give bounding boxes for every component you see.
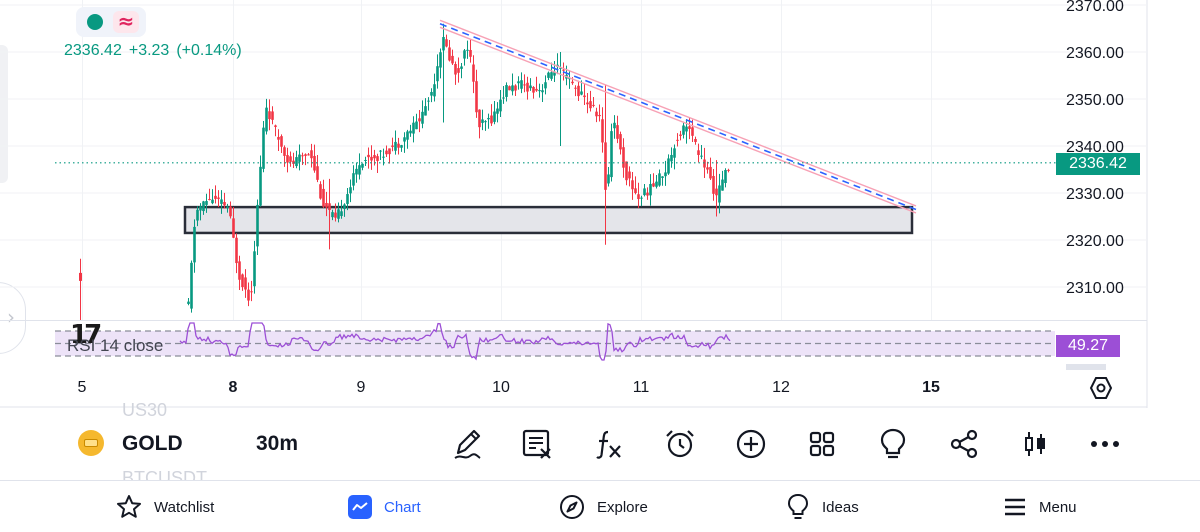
indicator-template-icon [522,429,551,459]
price-change-text: +3.23 [128,42,170,59]
layouts-button[interactable] [802,424,842,464]
nav-ideas[interactable]: Ideas [786,493,859,521]
chevron-right-icon: › [7,305,15,329]
market-open-dot-icon [87,14,103,30]
data-delay-wave-icon: ≈ [113,11,139,33]
market-status-pill[interactable]: ≈ [76,7,146,37]
rsi-value-badge: 49.27 [1056,335,1120,357]
time-axis-label: 8 [229,379,238,396]
price-axis-label: 2320.00 [1066,233,1124,250]
nav-menu[interactable]: Menu [1003,493,1077,521]
price-header: 2336.42 +3.23 (+0.14%) [64,42,242,60]
last-price-text: 2336.42 [64,42,122,59]
chart-nav-icon [348,495,372,519]
nav-watchlist[interactable]: Watchlist [116,493,214,521]
nav-explore-label: Explore [597,498,648,516]
more-button[interactable] [1085,424,1125,464]
trendline-drawing[interactable] [439,19,917,214]
indicators-button[interactable] [589,424,629,464]
add-button[interactable] [731,424,771,464]
nav-explore[interactable]: Explore [559,493,648,521]
time-axis-label: 12 [772,379,790,396]
price-axis-label: 2340.00 [1066,139,1124,156]
indicator-templates-button[interactable] [517,424,557,464]
current-price-badge: 2336.42 [1056,153,1140,175]
price-axis-label: 2330.00 [1066,186,1124,203]
draw-icon [454,429,481,459]
nav-ideas-label: Ideas [822,498,859,516]
price-axis-label: 2310.00 [1066,280,1124,297]
nav-chart-label: Chart [384,498,421,516]
indicators-icon [596,430,621,459]
nav-watchlist-label: Watchlist [154,498,215,516]
adjacent-symbol-above[interactable]: US30 [122,400,168,420]
price-axis-label: 2350.00 [1066,92,1124,109]
draw-tool-button[interactable] [447,424,487,464]
lightbulb-icon [787,493,809,519]
candlestick-series [79,23,730,320]
chart-area[interactable]: › 2370.00 2360.00 2350.00 2340.00 2330.00 232… [0,0,1200,408]
ideas-button[interactable] [873,424,913,464]
share-icon [950,429,978,459]
left-panel-edge[interactable] [0,45,8,183]
price-axis[interactable]: 2370.00 2360.00 2350.00 2340.00 2330.00 2320.… [1066,0,1124,297]
price-axis-label: 2370.00 [1066,0,1124,15]
price-chart-canvas[interactable]: 2370.00 2360.00 2350.00 2340.00 2330.00 2320.… [0,0,1200,408]
time-axis-label: 15 [922,379,940,396]
time-axis-label: 5 [78,379,87,396]
nav-menu-label: Menu [1039,498,1077,516]
bottom-navigation: Watchlist Chart Explore Ideas Menu [0,480,1200,532]
chart-type-button[interactable] [1015,424,1055,464]
price-axis-label: 2360.00 [1066,45,1124,62]
add-icon [736,429,766,459]
timeframe-selector[interactable]: 30m [256,432,299,455]
time-axis[interactable]: 5 8 9 10 11 12 15 [78,379,940,396]
symbol-name[interactable]: GOLD [122,432,183,455]
axis-settings-icon[interactable] [1088,375,1114,401]
adjacent-symbol-below[interactable]: BTCUSDT [122,468,207,480]
price-change-percent: (+0.14%) [176,42,242,59]
share-button[interactable] [944,424,984,464]
chart-tools-toolbar [447,424,1137,464]
rsi-pane [0,320,1147,370]
nav-chart[interactable]: Chart [348,493,421,521]
rsi-indicator-label[interactable]: RSI 14 close [67,336,164,355]
time-axis-label: 11 [633,379,650,396]
alert-icon [666,430,694,458]
chart-type-icon [1025,432,1045,456]
alert-button[interactable] [660,424,700,464]
gold-symbol-icon [78,430,104,456]
time-axis-label: 10 [492,379,510,396]
star-icon [117,495,141,518]
ideas-bulb-icon [880,428,906,459]
support-zone-rectangle[interactable] [183,205,914,235]
support-zone-box[interactable] [183,205,914,235]
compass-icon [560,495,584,519]
symbol-toolbar: US30 GOLD 30m BTCUSDT [0,400,1200,480]
layouts-icon [809,431,835,457]
hamburger-menu-icon [1005,498,1025,516]
more-icon [1091,441,1119,447]
time-axis-label: 9 [357,379,366,396]
tradingview-logo: 17 [70,320,102,350]
